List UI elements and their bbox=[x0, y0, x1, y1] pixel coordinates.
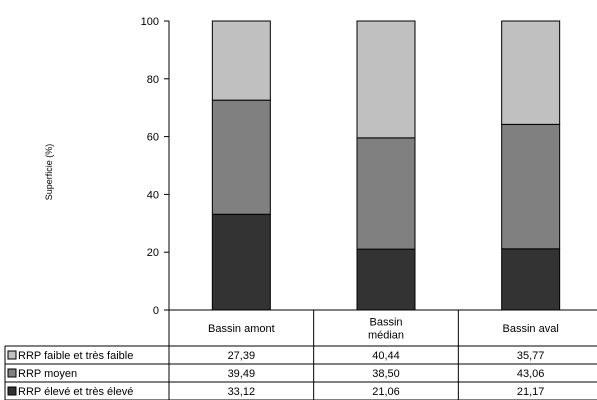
y-tick-label: 40 bbox=[147, 189, 159, 201]
data-value: 21,06 bbox=[372, 386, 400, 398]
data-value: 38,50 bbox=[372, 368, 400, 380]
series-name: RRP élevé et très élevé bbox=[18, 386, 133, 398]
bar-segment-2-3 bbox=[356, 20, 416, 139]
legend-swatch bbox=[7, 368, 17, 378]
category-label: médian bbox=[368, 330, 404, 342]
y-axis: 0 20 40 60 80 100 bbox=[141, 16, 170, 317]
category-label: Bassin aval bbox=[503, 323, 559, 335]
y-tick-label: 100 bbox=[141, 16, 159, 28]
bar-segment-3-1 bbox=[501, 248, 561, 311]
category-label: Bassin bbox=[369, 317, 402, 329]
bar-segment-2-1 bbox=[356, 248, 416, 311]
data-value: 39,49 bbox=[228, 368, 256, 380]
y-axis-title: Superficie (%) bbox=[44, 144, 54, 201]
bar-segment-3-3 bbox=[501, 20, 561, 125]
bars-group bbox=[211, 20, 561, 311]
y-tick-label: 20 bbox=[147, 247, 159, 259]
y-tick-label: 0 bbox=[153, 305, 159, 317]
bar-segment-2-2 bbox=[356, 137, 416, 250]
y-tick-label: 80 bbox=[147, 74, 159, 86]
legend-swatch bbox=[7, 350, 17, 360]
category-label: Bassin amont bbox=[208, 323, 275, 335]
bar-segment-1-3 bbox=[211, 20, 271, 101]
series-name: RRP faible et très faible bbox=[18, 350, 133, 362]
series-name: RRP moyen bbox=[18, 368, 77, 380]
y-tick-label: 60 bbox=[147, 132, 159, 144]
bar-segment-1-1 bbox=[211, 213, 271, 311]
bar-segment-3-2 bbox=[501, 123, 561, 250]
data-value: 21,17 bbox=[517, 386, 545, 398]
data-value: 40,44 bbox=[372, 350, 400, 362]
data-value: 43,06 bbox=[517, 368, 545, 380]
legend-swatch bbox=[7, 386, 17, 396]
bar-segment-1-2 bbox=[211, 99, 271, 215]
data-value: 27,39 bbox=[228, 350, 256, 362]
data-value: 35,77 bbox=[517, 350, 545, 362]
data-value: 33,12 bbox=[228, 386, 256, 398]
